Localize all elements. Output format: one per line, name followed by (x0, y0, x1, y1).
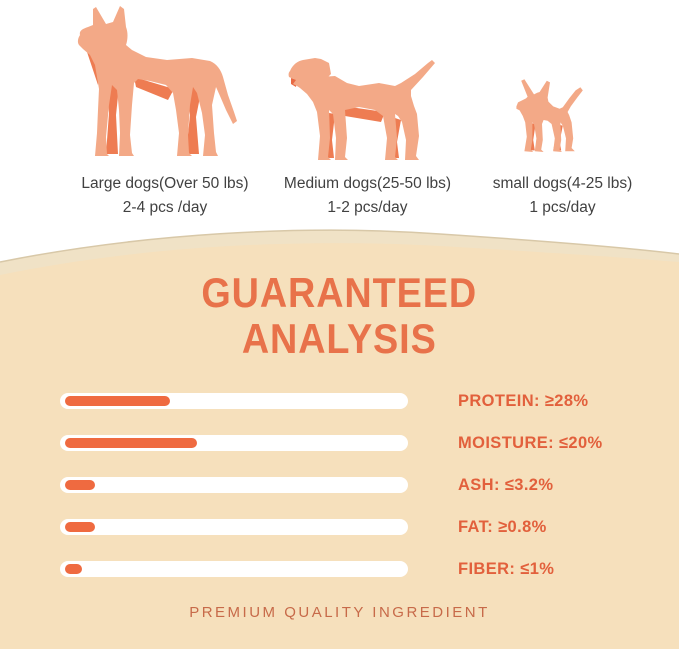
panel-curve (0, 229, 679, 300)
guaranteed-analysis-title: GUARANTEED ANALYSIS (0, 270, 679, 362)
bar-label: PROTEIN: ≥28% (458, 391, 589, 410)
bar-track (60, 519, 408, 535)
bar-label: FIBER: ≤1% (458, 559, 555, 578)
feeding-label: small dogs(4-25 lbs) (492, 175, 633, 192)
small-dog-icon (516, 79, 583, 152)
medium-dog-icon (288, 58, 435, 160)
title-line-2: ANALYSIS (242, 315, 437, 362)
bar-fill (65, 480, 96, 490)
bar-label: MOISTURE: ≤20% (458, 433, 603, 452)
bar-fill (65, 396, 170, 406)
bar-row-moisture: MOISTURE: ≤20% (60, 433, 607, 452)
feeding-amount: 1-2 pcs/day (327, 199, 408, 216)
bar-track (60, 393, 408, 409)
feeding-col-large: Large dogs(Over 50 lbs) 2-4 pcs /day (40, 172, 290, 220)
analysis-bars: PROTEIN: ≥28% MOISTURE: ≤20% ASH: ≤3.2% … (60, 391, 607, 603)
feeding-label: Medium dogs(25-50 lbs) (283, 175, 452, 192)
large-dog-icon (77, 6, 238, 156)
feeding-col-small: small dogs(4-25 lbs) 1 pcs/day (455, 172, 670, 220)
feeding-col-medium: Medium dogs(25-50 lbs) 1-2 pcs/day (255, 172, 480, 220)
title-line-1: GUARANTEED (201, 269, 478, 316)
bar-fill (65, 522, 96, 532)
analysis-panel (0, 298, 679, 649)
footer-caption: PREMIUM QUALITY INGREDIENT (189, 604, 490, 621)
bar-row-fat: FAT: ≥0.8% (60, 517, 607, 536)
bar-label: ASH: ≤3.2% (458, 475, 554, 494)
bar-row-fiber: FIBER: ≤1% (60, 559, 607, 578)
bar-fill (65, 564, 82, 574)
bar-track (60, 435, 408, 451)
bar-label: FAT: ≥0.8% (458, 517, 547, 536)
feeding-amount: 2-4 pcs /day (122, 199, 208, 216)
bar-row-protein: PROTEIN: ≥28% (60, 391, 607, 410)
bar-fill (65, 438, 197, 448)
feeding-label: Large dogs(Over 50 lbs) (81, 175, 249, 192)
bar-row-ash: ASH: ≤3.2% (60, 475, 607, 494)
bar-track (60, 561, 408, 577)
bar-track (60, 477, 408, 493)
feeding-amount: 1 pcs/day (529, 199, 596, 216)
